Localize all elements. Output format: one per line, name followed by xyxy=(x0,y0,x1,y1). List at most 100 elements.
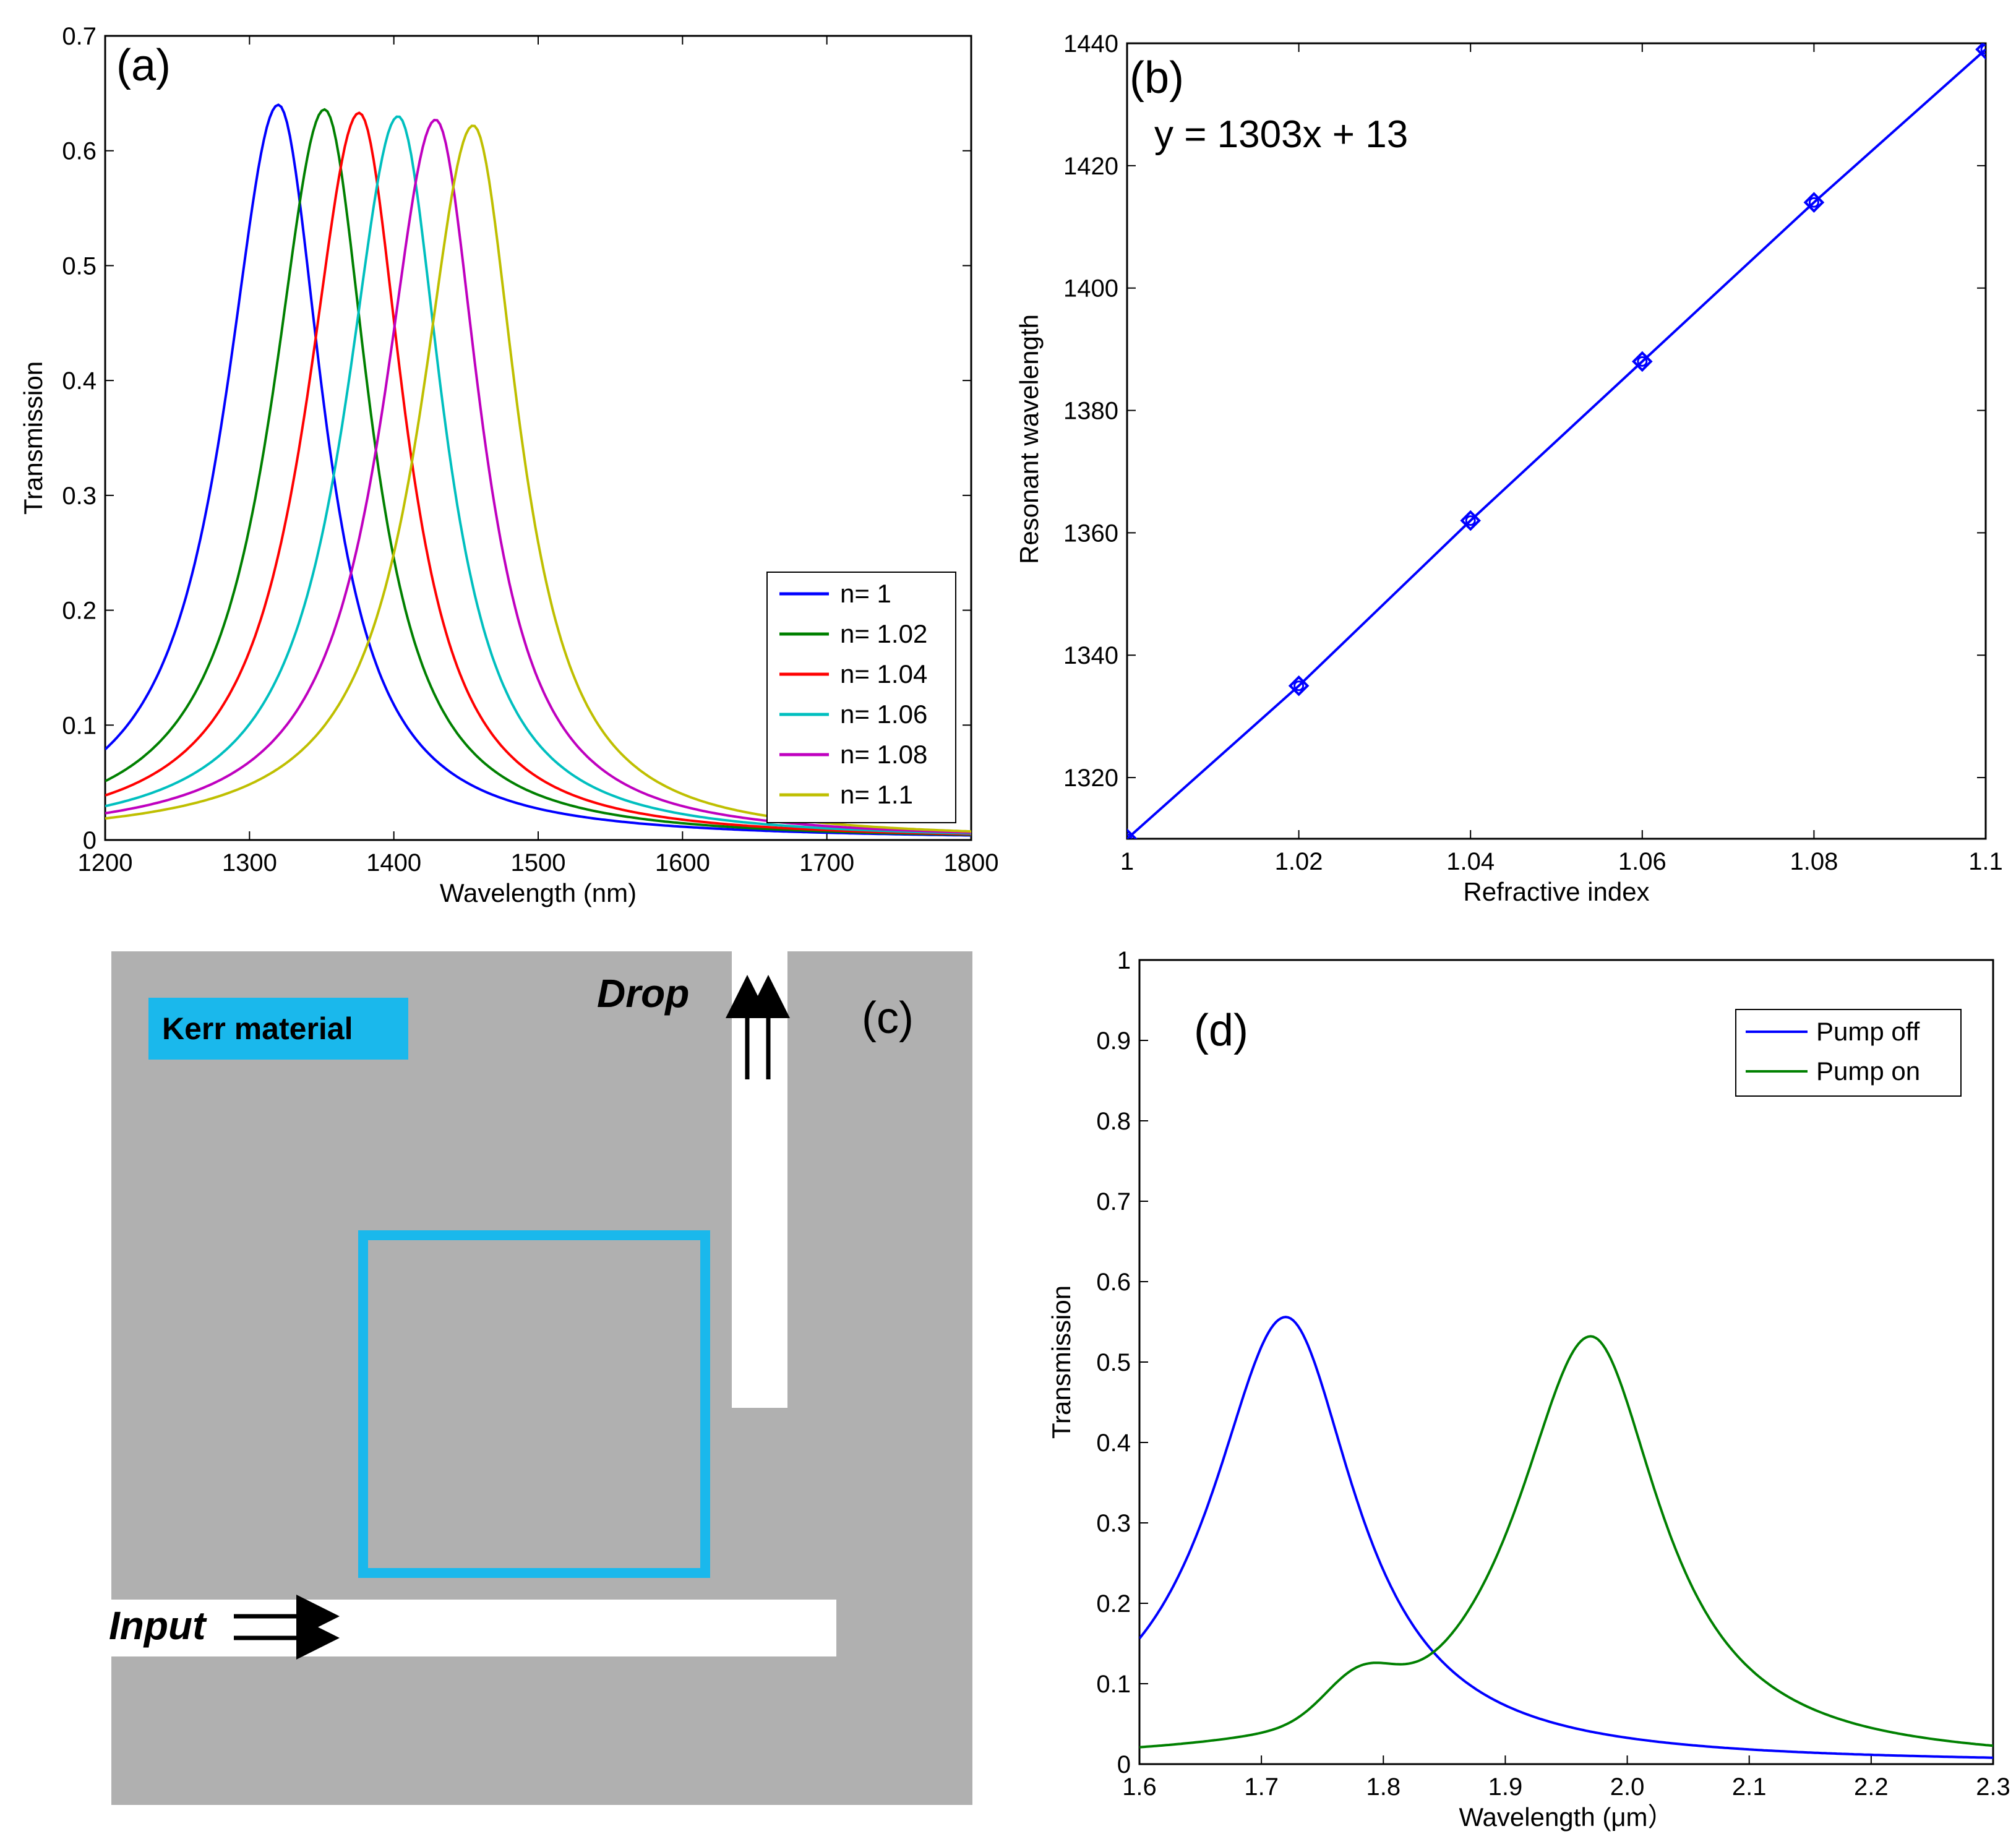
panel-a-legend: n= 1 n= 1.02 n= 1.04 n= 1.06 n= 1.08 n= 1.1 xyxy=(766,572,956,823)
panel-b-series-line xyxy=(1127,48,1986,839)
panel-d-xtick-label: 1.7 xyxy=(1244,1773,1279,1801)
panel-a-series-3-line xyxy=(105,115,971,835)
panel-b-xtick-label: 1 xyxy=(1120,848,1134,875)
panel-a-series-4-line xyxy=(105,119,971,834)
kerr-legend-box xyxy=(148,998,408,1060)
panel-d-legend-label: Pump on xyxy=(1816,1056,1920,1086)
panel-d-xlabel: Wavelength (μm） xyxy=(1459,1802,1673,1832)
panel-a-xtick-label: 1500 xyxy=(511,849,566,876)
panel-a-xtick-label: 1400 xyxy=(366,849,421,876)
panel-b-ytick-label: 1440 xyxy=(1063,30,1118,58)
panel-a-series-1-line xyxy=(105,108,971,836)
panel-a-ytick-label: 0.1 xyxy=(62,712,97,739)
kerr-legend-label: Kerr material xyxy=(162,1011,353,1046)
panel-b-data-point xyxy=(1631,351,1653,372)
panel-d-ytick-label: 0.4 xyxy=(1096,1429,1131,1457)
panel-a-ylabel: Transmission xyxy=(19,361,48,515)
panel-b-ytick-label: 1360 xyxy=(1063,520,1118,547)
panel-d-legend: Pump off Pump on xyxy=(1735,1009,1962,1097)
panel-a-ytick-label: 0.4 xyxy=(62,367,97,395)
panel-a-legend-label: n= 1.02 xyxy=(840,619,927,648)
panel-d-ytick-label: 0.2 xyxy=(1096,1590,1131,1618)
panel-d-ytick-label: 0.7 xyxy=(1096,1188,1131,1215)
panel-d-ytick-label: 0.6 xyxy=(1096,1269,1131,1296)
input-waveguide xyxy=(111,1600,836,1656)
panel-a-series-2-line xyxy=(105,111,971,836)
panel-d-xtick-label: 2.0 xyxy=(1610,1773,1645,1801)
panel-b-xlabel: Refractive index xyxy=(1463,877,1649,906)
panel-d-legend-label: Pump off xyxy=(1816,1017,1920,1046)
panel-a-xtick-label: 1600 xyxy=(655,849,710,876)
panel-d-xtick-label: 1.8 xyxy=(1366,1773,1400,1801)
panel-d-chart: 1.6 1.7 1.8 1.9 2.0 2.1 2.2 2.3 0 0.1 0.2 0.3 0.4 0.5… xyxy=(1047,947,2010,1832)
panel-b-xtick-label: 1.08 xyxy=(1790,848,1838,875)
panel-d-ytick-label: 1 xyxy=(1117,947,1131,974)
panel-a-xlabel: Wavelength (nm) xyxy=(440,878,637,907)
panel-a-legend-label: n= 1.08 xyxy=(840,740,927,769)
panel-c-label: (c) xyxy=(862,993,914,1043)
panel-d-ytick-label: 0.5 xyxy=(1096,1349,1131,1376)
panel-a-legend-label: n= 1.04 xyxy=(840,659,927,688)
panel-c-background xyxy=(111,951,972,1805)
panel-b-data-point-inner xyxy=(1637,356,1648,367)
panel-d-xtick-label: 2.3 xyxy=(1976,1773,2010,1801)
drop-waveguide xyxy=(732,951,787,1408)
drop-label: Drop xyxy=(597,971,689,1016)
panel-a-ytick-label: 0 xyxy=(83,827,97,854)
panel-b-data-point xyxy=(1288,675,1310,696)
panel-a-label: (a) xyxy=(116,41,171,90)
panel-d-ytick-label: 0.1 xyxy=(1096,1671,1131,1698)
panel-b-xtick-label: 1.06 xyxy=(1618,848,1666,875)
panel-b-annotation: y = 1303x + 13 xyxy=(1154,113,1408,156)
panel-b-data-point xyxy=(1803,192,1825,213)
panel-a-xtick-label: 1700 xyxy=(799,849,854,876)
panel-d-xtick-label: 1.6 xyxy=(1122,1773,1157,1801)
panel-b-data-point-inner xyxy=(1465,515,1476,526)
panel-d-xtick-label: 2.1 xyxy=(1732,1773,1767,1801)
panel-a-ytick-label: 0.2 xyxy=(62,598,97,625)
panel-d-label: (d) xyxy=(1194,1006,1248,1055)
panel-b-data-point-inner xyxy=(1293,680,1305,692)
panel-d-xtick-label: 1.9 xyxy=(1488,1773,1523,1801)
panel-a-legend-label: n= 1.1 xyxy=(840,780,913,809)
panel-a-xtick-label: 1300 xyxy=(222,849,277,876)
panel-d-series-1-line xyxy=(1139,1335,1993,1749)
panel-d-ylabel: Transmission xyxy=(1047,1285,1076,1439)
panel-b-xtick-label: 1.1 xyxy=(1968,848,2003,875)
panel-b-data-point xyxy=(1127,828,1138,839)
panel-b-ytick-label: 1320 xyxy=(1063,765,1118,792)
panel-b-data-point xyxy=(1460,510,1482,531)
panel-b-data-point xyxy=(1975,43,1986,60)
panel-d-ytick-label: 0 xyxy=(1117,1751,1131,1778)
panel-b-data-point-inner xyxy=(1980,44,1986,55)
panel-b-ytick-label: 1380 xyxy=(1063,398,1118,425)
panel-d-series-0-line xyxy=(1139,1316,1993,1759)
panel-b-ytick-label: 1400 xyxy=(1063,275,1118,302)
panel-a-ytick-label: 0.6 xyxy=(62,138,97,165)
panel-a-chart: 1200 1300 1400 1500 1600 1700 1800 0 0.1 0.2 0.3 0.… xyxy=(19,23,998,907)
panel-b-ylabel: Resonant wavelength xyxy=(1014,314,1044,564)
panel-a-xtick-label: 1200 xyxy=(78,849,133,876)
panel-b-xtick-label: 1.04 xyxy=(1446,848,1495,875)
panel-a-ytick-label: 0.5 xyxy=(62,252,97,280)
panel-b-ytick-label: 1420 xyxy=(1063,153,1118,180)
panel-d-ytick-label: 0.3 xyxy=(1096,1510,1131,1537)
panel-d-ytick-label: 0.9 xyxy=(1096,1027,1131,1055)
input-label: Input xyxy=(109,1603,207,1648)
panel-a-legend-label: n= 1 xyxy=(840,579,891,608)
panel-a-ytick-label: 0.7 xyxy=(62,23,97,50)
panel-b-frame xyxy=(1126,42,1987,840)
panel-b-label: (b) xyxy=(1130,53,1184,103)
panel-b-xtick-label: 1.02 xyxy=(1275,848,1323,875)
panel-a-series-0-line xyxy=(105,103,971,837)
panel-b-ytick-label: 1340 xyxy=(1063,642,1118,669)
panel-c-schematic: Kerr material (c) Drop Input xyxy=(109,951,972,1805)
panel-d-ytick-label: 0.8 xyxy=(1096,1108,1131,1135)
panel-b-data-point-inner xyxy=(1808,197,1819,208)
panel-a-xtick-label: 1800 xyxy=(944,849,999,876)
panel-b-chart: 1 1.02 1.04 1.06 1.08 1.1 1320 1340 1360 1380 1400… xyxy=(1014,30,2003,906)
panel-d-xtick-label: 2.2 xyxy=(1854,1773,1889,1801)
panel-a-ytick-label: 0.3 xyxy=(62,482,97,510)
panel-a-legend-label: n= 1.06 xyxy=(840,700,927,729)
